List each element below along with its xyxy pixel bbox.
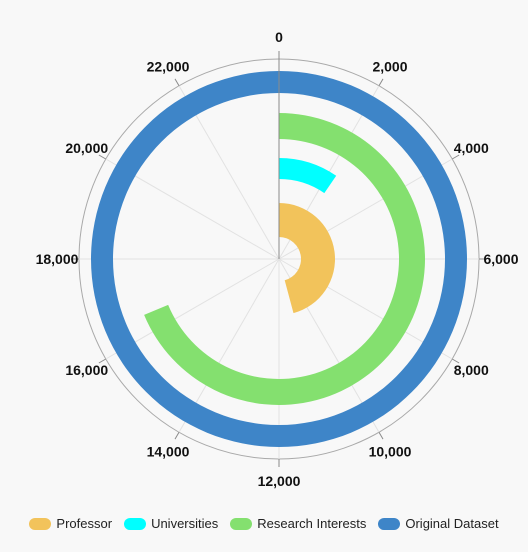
tick-mark bbox=[378, 78, 384, 87]
legend-item-universities[interactable]: Universities bbox=[124, 516, 218, 531]
tick-mark bbox=[174, 78, 180, 87]
tick-mark bbox=[451, 358, 460, 364]
tick-mark bbox=[98, 154, 107, 160]
tick-label: 18,000 bbox=[36, 251, 79, 267]
tick-label: 4,000 bbox=[454, 140, 489, 156]
bar-professor[interactable] bbox=[279, 203, 335, 314]
tick-mark bbox=[451, 154, 460, 160]
tick-labels: 0 2,000 4,000 6,000 8,000 10,000 12,000 14,000 1… bbox=[36, 29, 519, 489]
tick-label: 12,000 bbox=[258, 473, 301, 489]
tick-mark bbox=[378, 431, 384, 440]
tick-label: 6,000 bbox=[483, 251, 518, 267]
legend-label: Universities bbox=[151, 516, 219, 531]
legend-label: Professor bbox=[56, 516, 113, 531]
bar-universities[interactable] bbox=[279, 158, 337, 194]
tick-label: 20,000 bbox=[65, 140, 108, 156]
legend-label: Research Interests bbox=[257, 516, 367, 531]
tick-mark bbox=[98, 358, 107, 364]
legend-item-research-interests[interactable]: Research Interests bbox=[230, 516, 366, 531]
tick-mark bbox=[174, 431, 180, 440]
legend-item-original-dataset[interactable]: Original Dataset bbox=[378, 516, 499, 531]
legend-swatch bbox=[124, 517, 147, 530]
tick-label: 10,000 bbox=[369, 443, 412, 459]
legend: Professor Universities Research Interests O… bbox=[0, 516, 528, 531]
tick-label: 2,000 bbox=[372, 59, 407, 75]
tick-label: 8,000 bbox=[454, 362, 489, 378]
legend-label: Original Dataset bbox=[405, 516, 499, 531]
legend-item-professor[interactable]: Professor bbox=[29, 516, 112, 531]
legend-swatch bbox=[378, 517, 401, 530]
radial-bars bbox=[91, 59, 467, 447]
legend-swatch bbox=[29, 517, 52, 530]
tick-label: 22,000 bbox=[147, 59, 190, 75]
legend-swatch bbox=[230, 517, 253, 530]
tick-label: 16,000 bbox=[65, 362, 108, 378]
tick-label: 14,000 bbox=[147, 443, 190, 459]
tick-label: 0 bbox=[275, 29, 283, 45]
